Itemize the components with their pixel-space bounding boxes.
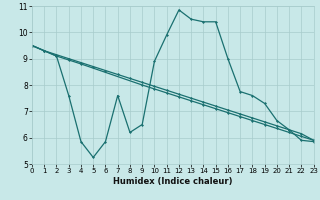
- X-axis label: Humidex (Indice chaleur): Humidex (Indice chaleur): [113, 177, 233, 186]
